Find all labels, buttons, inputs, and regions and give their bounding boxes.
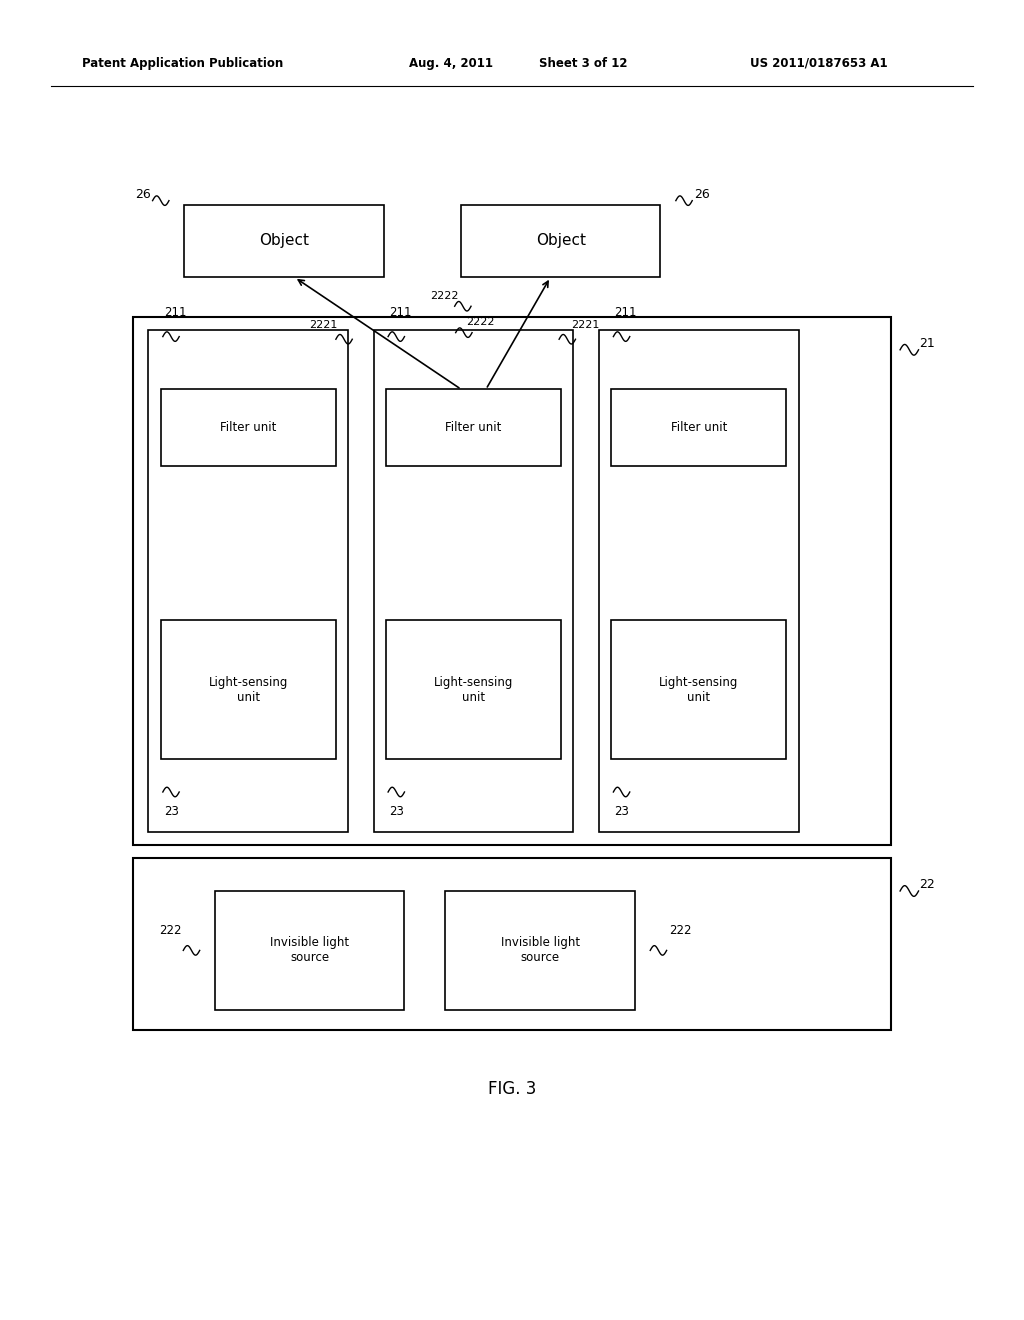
Text: Light-sensing
unit: Light-sensing unit	[434, 676, 513, 704]
FancyBboxPatch shape	[374, 330, 573, 832]
FancyBboxPatch shape	[599, 330, 799, 832]
Text: Light-sensing
unit: Light-sensing unit	[209, 676, 288, 704]
Text: Invisible light
source: Invisible light source	[501, 936, 580, 965]
FancyBboxPatch shape	[386, 620, 561, 759]
Text: Aug. 4, 2011: Aug. 4, 2011	[409, 57, 493, 70]
Text: 23: 23	[614, 805, 630, 818]
Text: 222: 222	[669, 924, 691, 937]
Text: 26: 26	[135, 187, 151, 201]
Text: 23: 23	[164, 805, 179, 818]
Text: 211: 211	[614, 306, 637, 319]
FancyBboxPatch shape	[133, 317, 891, 845]
Text: Filter unit: Filter unit	[671, 421, 727, 434]
FancyBboxPatch shape	[461, 205, 660, 277]
Text: Sheet 3 of 12: Sheet 3 of 12	[540, 57, 628, 70]
FancyBboxPatch shape	[133, 858, 891, 1030]
Text: 222: 222	[159, 924, 181, 937]
Text: 22: 22	[920, 878, 935, 891]
Text: 26: 26	[694, 187, 710, 201]
FancyBboxPatch shape	[215, 891, 404, 1010]
Text: 2221: 2221	[571, 319, 600, 330]
Text: Filter unit: Filter unit	[445, 421, 502, 434]
Text: Patent Application Publication: Patent Application Publication	[82, 57, 284, 70]
FancyBboxPatch shape	[611, 389, 786, 466]
FancyBboxPatch shape	[161, 389, 336, 466]
Text: 21: 21	[920, 337, 935, 350]
Text: Object: Object	[259, 234, 309, 248]
Text: 2222: 2222	[430, 290, 459, 301]
FancyBboxPatch shape	[184, 205, 384, 277]
Text: Light-sensing
unit: Light-sensing unit	[659, 676, 738, 704]
Text: 23: 23	[389, 805, 404, 818]
Text: 211: 211	[164, 306, 186, 319]
Text: US 2011/0187653 A1: US 2011/0187653 A1	[751, 57, 888, 70]
Text: 2222: 2222	[466, 317, 495, 327]
FancyBboxPatch shape	[445, 891, 635, 1010]
FancyBboxPatch shape	[611, 620, 786, 759]
Text: Invisible light
source: Invisible light source	[270, 936, 349, 965]
Text: FIG. 3: FIG. 3	[487, 1080, 537, 1098]
Text: Filter unit: Filter unit	[220, 421, 276, 434]
Text: Object: Object	[536, 234, 586, 248]
Text: 2221: 2221	[309, 319, 338, 330]
FancyBboxPatch shape	[161, 620, 336, 759]
FancyBboxPatch shape	[386, 389, 561, 466]
Text: 211: 211	[389, 306, 412, 319]
FancyBboxPatch shape	[148, 330, 348, 832]
